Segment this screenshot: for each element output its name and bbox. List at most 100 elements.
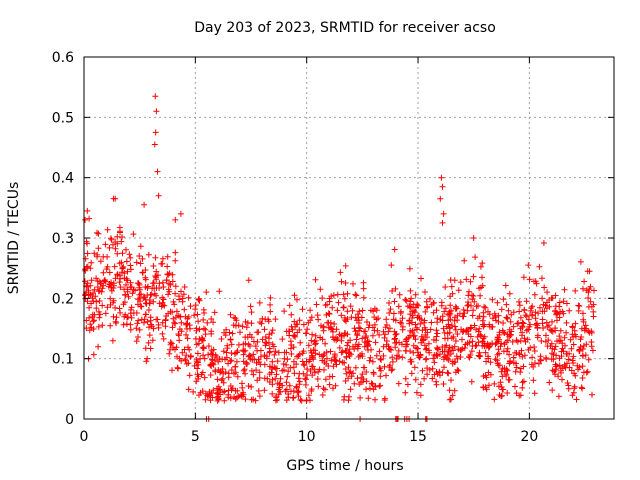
data-point bbox=[320, 327, 327, 334]
data-point bbox=[185, 314, 192, 320]
data-point bbox=[331, 356, 338, 363]
data-point bbox=[194, 311, 201, 318]
data-point bbox=[227, 358, 234, 365]
data-point bbox=[556, 303, 563, 310]
data-point bbox=[385, 328, 392, 335]
data-point bbox=[561, 334, 568, 341]
data-point bbox=[414, 345, 421, 352]
data-point bbox=[448, 283, 455, 290]
data-point bbox=[536, 263, 543, 270]
data-point bbox=[519, 384, 526, 391]
data-point bbox=[149, 337, 156, 344]
data-point bbox=[521, 306, 528, 313]
data-point bbox=[108, 236, 115, 243]
y-tick-label: 0.4 bbox=[52, 171, 74, 187]
data-point bbox=[447, 277, 454, 283]
data-point bbox=[540, 301, 547, 308]
data-point bbox=[584, 368, 591, 375]
data-point bbox=[424, 303, 430, 310]
data-point bbox=[479, 317, 486, 324]
data-point bbox=[107, 281, 113, 288]
data-point bbox=[440, 325, 447, 332]
data-point bbox=[217, 391, 224, 398]
data-point bbox=[582, 352, 589, 359]
data-point bbox=[93, 275, 100, 282]
data-point bbox=[98, 280, 105, 287]
data-point bbox=[195, 361, 202, 368]
data-point bbox=[396, 339, 403, 346]
data-point bbox=[591, 287, 597, 294]
data-point bbox=[235, 393, 242, 400]
data-point bbox=[403, 297, 410, 304]
data-point bbox=[282, 388, 289, 395]
data-point bbox=[449, 392, 456, 399]
data-point bbox=[579, 363, 586, 370]
data-point bbox=[166, 280, 172, 287]
data-point bbox=[111, 263, 118, 270]
data-point bbox=[259, 315, 266, 322]
data-point bbox=[126, 251, 133, 258]
data-point bbox=[507, 318, 514, 325]
data-point bbox=[103, 266, 110, 272]
data-point bbox=[178, 288, 184, 295]
data-point bbox=[482, 349, 489, 356]
data-point bbox=[211, 309, 218, 316]
data-point bbox=[482, 384, 489, 391]
data-point bbox=[220, 379, 227, 386]
data-point bbox=[195, 296, 202, 303]
data-point bbox=[287, 345, 294, 352]
data-point bbox=[363, 333, 370, 339]
data-point bbox=[326, 381, 333, 388]
data-point bbox=[480, 373, 487, 380]
data-point bbox=[350, 370, 357, 377]
data-point bbox=[373, 352, 380, 359]
data-point bbox=[290, 332, 297, 339]
data-point bbox=[590, 301, 597, 308]
data-point bbox=[441, 308, 448, 315]
data-point bbox=[529, 303, 536, 310]
data-point bbox=[466, 288, 472, 295]
data-point bbox=[123, 275, 130, 282]
y-axis-label: SRMTID / TECUs bbox=[6, 182, 22, 295]
data-point bbox=[177, 210, 184, 217]
data-point bbox=[459, 329, 466, 335]
data-point bbox=[117, 284, 124, 291]
data-point bbox=[207, 397, 214, 404]
data-point bbox=[302, 375, 309, 382]
data-point bbox=[242, 396, 249, 403]
data-point bbox=[442, 284, 449, 290]
data-point bbox=[104, 226, 111, 233]
y-tick-label: 0.5 bbox=[52, 110, 74, 126]
data-point bbox=[330, 292, 337, 299]
data-point bbox=[369, 358, 376, 365]
data-point bbox=[506, 376, 513, 383]
data-point bbox=[342, 262, 349, 269]
data-point bbox=[468, 348, 475, 355]
data-point bbox=[385, 343, 392, 350]
data-point bbox=[552, 366, 559, 373]
data-point bbox=[214, 376, 221, 383]
data-point bbox=[525, 316, 532, 323]
data-point bbox=[148, 323, 155, 330]
data-point bbox=[419, 327, 426, 334]
data-point bbox=[433, 333, 440, 340]
data-point bbox=[183, 360, 190, 367]
data-point bbox=[517, 314, 524, 321]
data-point bbox=[95, 288, 102, 295]
data-point bbox=[102, 310, 109, 317]
data-point bbox=[527, 307, 534, 314]
data-point bbox=[500, 329, 507, 336]
data-point bbox=[307, 347, 314, 354]
data-point bbox=[360, 285, 367, 292]
data-point bbox=[134, 320, 141, 327]
data-point bbox=[247, 303, 254, 310]
data-point bbox=[136, 326, 143, 333]
data-point bbox=[489, 315, 496, 322]
data-point bbox=[135, 334, 141, 340]
data-point bbox=[244, 334, 251, 341]
data-point bbox=[526, 276, 533, 283]
data-point bbox=[517, 337, 524, 344]
data-point bbox=[259, 336, 266, 343]
data-point bbox=[142, 276, 149, 283]
data-point bbox=[452, 338, 459, 344]
